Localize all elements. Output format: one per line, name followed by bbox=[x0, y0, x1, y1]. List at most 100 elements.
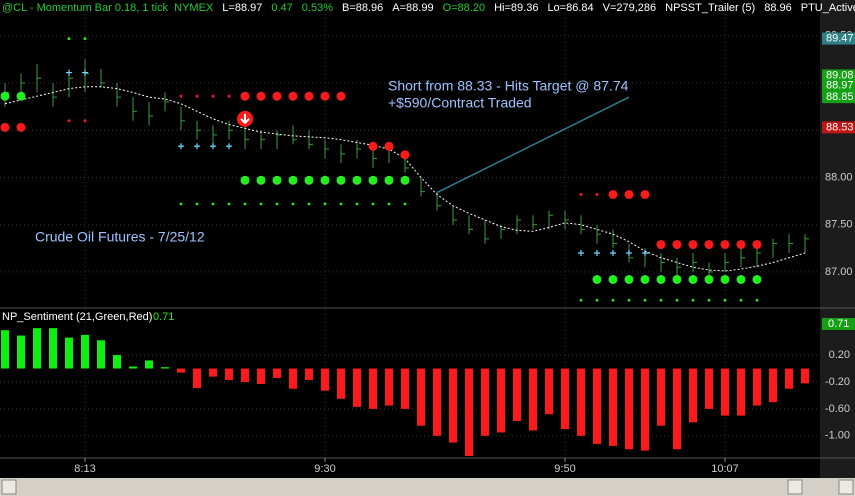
header-field: 88.96 bbox=[764, 2, 792, 14]
header-field: NPSST_Trailer (5) bbox=[665, 2, 755, 14]
small-dot bbox=[627, 298, 631, 302]
histogram-bar bbox=[353, 368, 361, 407]
scrollbar[interactable] bbox=[0, 478, 855, 496]
small-dot bbox=[643, 298, 647, 302]
scroll-right[interactable] bbox=[838, 479, 854, 495]
histogram-bar bbox=[641, 368, 649, 451]
small-dot bbox=[243, 202, 247, 206]
histogram-bar bbox=[801, 368, 809, 384]
signal-dot bbox=[240, 91, 250, 101]
signal-dot bbox=[16, 122, 26, 132]
price-marker-label: 88.97 bbox=[826, 80, 854, 92]
histogram-bar bbox=[241, 368, 249, 382]
histogram-bar bbox=[609, 368, 617, 446]
small-dot bbox=[579, 298, 583, 302]
small-dot bbox=[403, 202, 407, 206]
signal-dot bbox=[256, 175, 266, 185]
histogram-bar bbox=[65, 337, 73, 369]
histogram-bar bbox=[705, 368, 713, 409]
histogram-bar bbox=[417, 368, 425, 426]
header-field: Lo=86.84 bbox=[547, 2, 593, 14]
signal-dot bbox=[624, 274, 634, 284]
plus-marker bbox=[626, 250, 632, 257]
histogram-bar bbox=[273, 368, 281, 378]
histogram-bar bbox=[257, 368, 265, 384]
signal-dot bbox=[368, 175, 378, 185]
small-dot bbox=[595, 298, 599, 302]
signal-dot bbox=[640, 189, 650, 199]
histogram-bar bbox=[129, 366, 137, 369]
signal-dot bbox=[656, 240, 666, 250]
y-tick-label: 88.00 bbox=[825, 171, 853, 183]
histogram-bar bbox=[81, 334, 89, 369]
signal-dot bbox=[608, 274, 618, 284]
header-field: B=88.96 bbox=[342, 2, 383, 14]
price-marker-label: 89.08 bbox=[826, 69, 854, 81]
annotation: +$590/Contract Traded bbox=[388, 95, 532, 111]
histogram-bar bbox=[561, 368, 569, 430]
small-dot bbox=[83, 119, 87, 123]
header-field: O=88.20 bbox=[443, 2, 486, 14]
sell-arrow bbox=[237, 110, 253, 127]
signal-dot bbox=[320, 175, 330, 185]
signal-dot bbox=[368, 141, 378, 151]
header-field: 0.47 bbox=[271, 2, 292, 14]
histogram-bar bbox=[305, 368, 313, 380]
scrollbar-thumb[interactable] bbox=[787, 479, 803, 495]
price-marker-label: 88.85 bbox=[826, 91, 854, 103]
header-field: L=88.97 bbox=[222, 2, 262, 14]
signal-dot bbox=[752, 240, 762, 250]
small-dot bbox=[227, 94, 231, 98]
histogram-bar bbox=[145, 360, 153, 369]
signal-dot bbox=[720, 240, 730, 250]
histogram-bar bbox=[17, 335, 25, 369]
small-dot bbox=[723, 298, 727, 302]
scroll-left[interactable] bbox=[1, 479, 17, 495]
plus-marker bbox=[210, 143, 216, 150]
small-dot bbox=[307, 202, 311, 206]
price-marker bbox=[822, 69, 855, 82]
signal-dot bbox=[336, 91, 346, 101]
y-tick-label: -1.00 bbox=[825, 430, 850, 442]
small-dot bbox=[211, 94, 215, 98]
histogram-bar bbox=[113, 355, 121, 369]
signal-dot bbox=[752, 274, 762, 284]
signal-dot bbox=[688, 274, 698, 284]
small-dot bbox=[755, 298, 759, 302]
signal-dot bbox=[624, 189, 634, 199]
histogram-bar bbox=[657, 368, 665, 426]
histogram-bar bbox=[529, 368, 537, 431]
small-dot bbox=[195, 202, 199, 206]
histogram-bar bbox=[321, 368, 329, 391]
signal-dot bbox=[384, 141, 394, 151]
header-field: A=88.99 bbox=[392, 2, 433, 14]
signal-dot bbox=[384, 175, 394, 185]
histogram-bar bbox=[513, 368, 521, 421]
histogram-bar bbox=[689, 368, 697, 423]
histogram-bar bbox=[177, 368, 185, 373]
signal-dot bbox=[0, 122, 10, 132]
signal-dot bbox=[336, 175, 346, 185]
signal-dot bbox=[704, 274, 714, 284]
signal-dot bbox=[736, 274, 746, 284]
small-dot bbox=[659, 298, 663, 302]
y-tick-label: 0.20 bbox=[829, 349, 850, 361]
small-dot bbox=[195, 94, 199, 98]
signal-dot bbox=[704, 240, 714, 250]
header: @CL - Momentum Bar 0.18, 1 tick NYMEX L=8… bbox=[2, 2, 855, 14]
small-dot bbox=[227, 202, 231, 206]
histogram-bar bbox=[449, 368, 457, 443]
x-tick-label: 8:13 bbox=[74, 463, 95, 475]
header-field: 0.53% bbox=[302, 2, 333, 14]
histogram-bar bbox=[433, 368, 441, 436]
histogram-bar bbox=[497, 368, 505, 433]
small-dot bbox=[675, 298, 679, 302]
signal-dot bbox=[688, 240, 698, 250]
histogram-bar bbox=[33, 328, 41, 369]
signal-dot bbox=[608, 189, 618, 199]
plus-marker bbox=[194, 143, 200, 150]
x-tick-label: 10:07 bbox=[711, 463, 739, 475]
histogram-bar bbox=[1, 330, 9, 369]
signal-dot bbox=[640, 274, 650, 284]
small-dot bbox=[387, 202, 391, 206]
